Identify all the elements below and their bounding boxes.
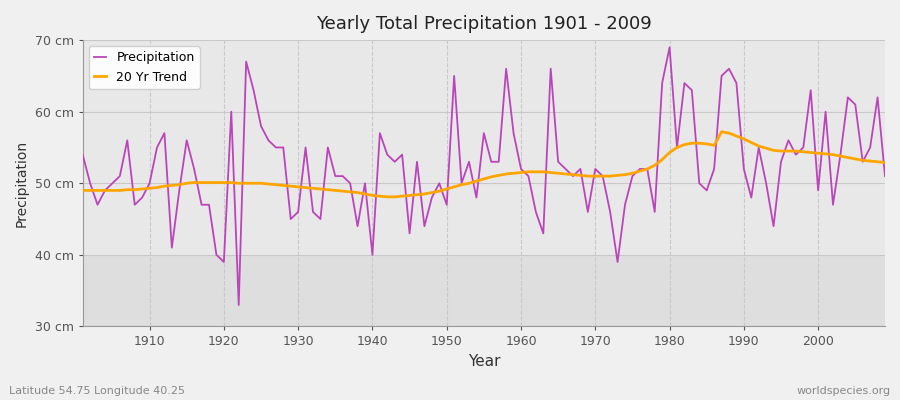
Bar <box>83 255 885 326</box>
Line: 20 Yr Trend: 20 Yr Trend <box>83 132 885 197</box>
20 Yr Trend <box>345 190 356 194</box>
Y-axis label: Precipitation: Precipitation <box>15 140 29 227</box>
20 Yr Trend <box>516 170 526 175</box>
Line: Precipitation: Precipitation <box>83 47 885 305</box>
20 Yr Trend <box>716 129 727 134</box>
20 Yr Trend <box>77 188 88 193</box>
Precipitation <box>516 166 526 171</box>
Precipitation <box>233 302 244 307</box>
Title: Yearly Total Precipitation 1901 - 2009: Yearly Total Precipitation 1901 - 2009 <box>316 15 652 33</box>
Precipitation <box>664 45 675 50</box>
20 Yr Trend <box>879 160 890 165</box>
20 Yr Trend <box>612 173 623 178</box>
Legend: Precipitation, 20 Yr Trend: Precipitation, 20 Yr Trend <box>89 46 200 89</box>
Precipitation <box>77 152 88 157</box>
20 Yr Trend <box>301 185 311 190</box>
20 Yr Trend <box>382 194 392 199</box>
Precipitation <box>523 174 534 178</box>
X-axis label: Year: Year <box>468 354 500 369</box>
Precipitation <box>352 224 363 229</box>
Text: Latitude 54.75 Longitude 40.25: Latitude 54.75 Longitude 40.25 <box>9 386 185 396</box>
Precipitation <box>308 210 319 214</box>
Precipitation <box>879 174 890 178</box>
Precipitation <box>612 260 623 264</box>
Precipitation <box>137 195 148 200</box>
20 Yr Trend <box>523 170 534 174</box>
Text: worldspecies.org: worldspecies.org <box>796 386 891 396</box>
20 Yr Trend <box>137 186 148 191</box>
